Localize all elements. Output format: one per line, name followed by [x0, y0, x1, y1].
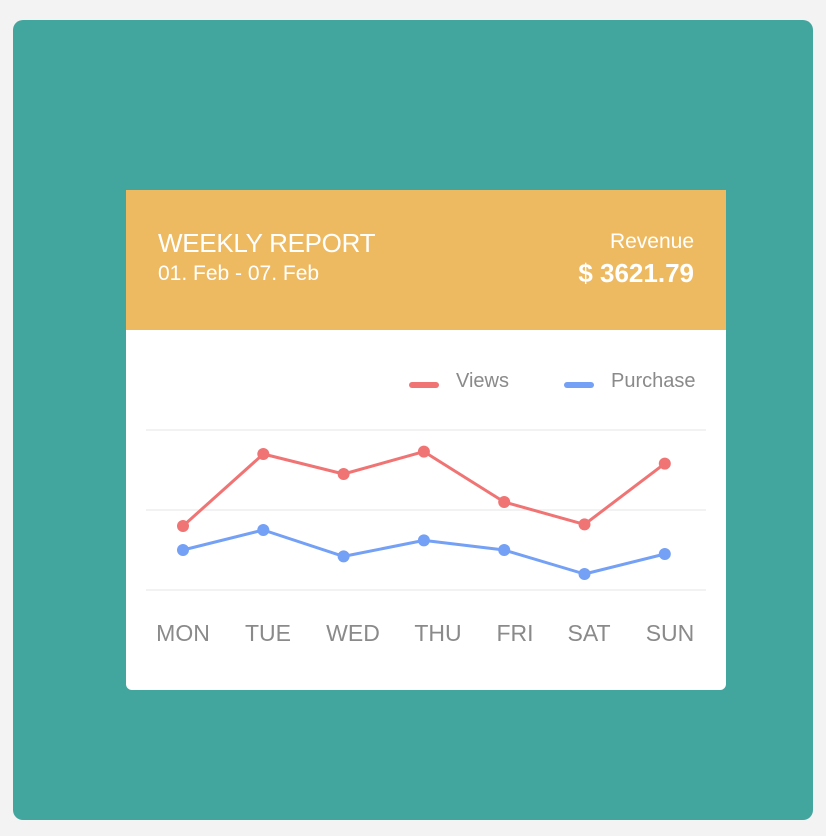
data-point-views-fri [498, 496, 511, 508]
x-tick-label-fri: FRI [496, 620, 533, 646]
data-point-purchase-sun [658, 548, 671, 560]
legend-label-purchase: Purchase [611, 370, 696, 392]
report-title: WEEKLY REPORT [158, 228, 376, 258]
data-point-purchase-tue [257, 524, 270, 536]
data-point-views-sun [658, 457, 671, 470]
data-point-views-thu [417, 445, 430, 458]
data-point-purchase-sat [578, 568, 591, 580]
x-tick-label-sat: SAT [567, 620, 610, 646]
x-tick-label-tue: TUE [245, 620, 291, 646]
data-point-purchase-mon [177, 544, 189, 556]
x-tick-label-wed: WED [326, 620, 380, 646]
data-point-purchase-fri [498, 544, 511, 556]
date-range: 01. Feb - 07. Feb [158, 262, 320, 285]
data-point-views-tue [257, 448, 270, 460]
revenue-label: Revenue [609, 230, 694, 253]
revenue-value: $ 3621.79 [578, 258, 694, 288]
series-line-views [181, 450, 667, 528]
data-point-views-sat [578, 518, 591, 531]
data-point-purchase-thu [417, 534, 430, 547]
x-tick-label-sun: SUN [646, 620, 695, 646]
legend-label-views: Views [456, 370, 509, 392]
x-tick-label-thu: THU [414, 620, 461, 646]
data-point-purchase-wed [337, 550, 350, 563]
background-panel: WEEKLY REPORT 01. Feb - 07. Feb Revenue … [13, 20, 813, 820]
card-header: WEEKLY REPORT 01. Feb - 07. Feb Revenue … [126, 190, 726, 330]
weekly-line-chart: Views Purchase MON TUE WED THU FRI SAT SUN [146, 370, 706, 646]
weekly-report-card: WEEKLY REPORT 01. Feb - 07. Feb Revenue … [126, 190, 726, 690]
data-point-views-wed [337, 468, 350, 480]
data-point-views-mon [177, 520, 189, 532]
x-tick-label-mon: MON [156, 620, 210, 646]
